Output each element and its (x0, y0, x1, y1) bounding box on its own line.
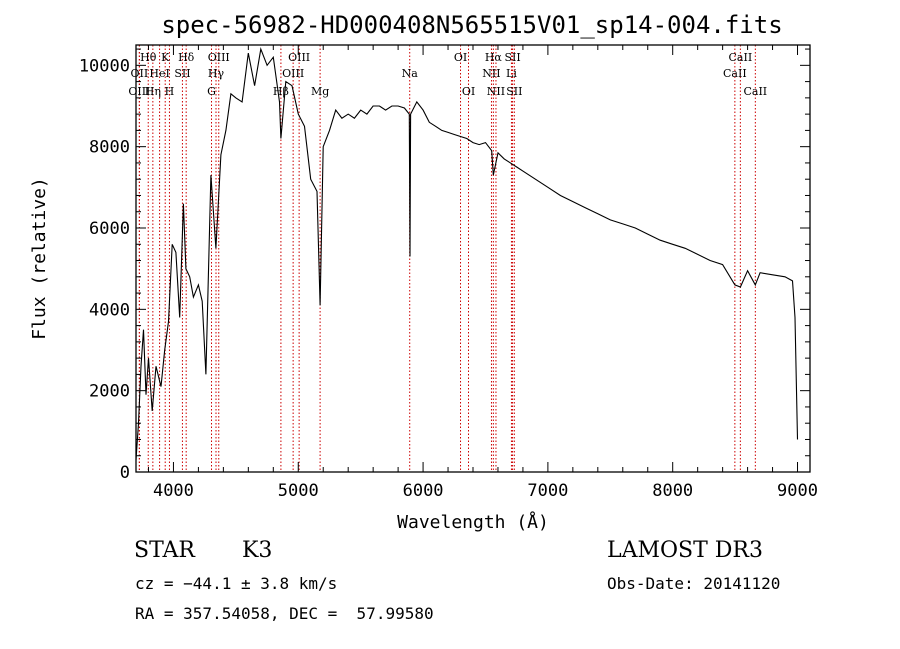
spectral-line-label: OIII (208, 51, 230, 64)
y-tick-label: 8000 (89, 138, 130, 158)
spectral-line-label: Hθ (140, 51, 157, 64)
spectral-line-label: Na (402, 67, 419, 80)
spectral-line-label: Mg (311, 85, 329, 98)
spectral-line-markers (138, 45, 756, 472)
object-class: STAR (134, 538, 195, 563)
spectral-line-label: K (161, 51, 170, 64)
y-tick-label: 6000 (89, 219, 130, 239)
spectral-line-label: NII (482, 67, 500, 80)
x-axis-label: Wavelength (Å) (397, 511, 549, 533)
x-tick-label: 5000 (278, 481, 319, 501)
observation-date: Obs-Date: 20141120 (607, 574, 781, 593)
spectrum-series-line (135, 47, 799, 460)
spectral-line-label: HeI (149, 67, 169, 80)
spectral-line-label: SII (174, 67, 190, 80)
spectral-line-label: Hδ (178, 51, 195, 64)
plot-frame (135, 44, 811, 473)
survey-name: LAMOST DR3 (607, 538, 763, 563)
y-tick-label: 0 (120, 463, 130, 483)
chart-title: spec-56982-HD000408N565515V01_sp14-004.f… (161, 11, 782, 39)
redshift-velocity: cz = −44.1 ± 3.8 km/s (135, 574, 338, 593)
spectral-line-label: Li (506, 67, 517, 80)
spectral-line-label: SII (504, 51, 520, 64)
spectral-line-label: OII (131, 67, 149, 80)
x-tick-label: 4000 (153, 481, 194, 501)
spectral-line-label: OIII (288, 51, 310, 64)
y-tick-label: 4000 (89, 300, 130, 320)
object-subclass: K3 (242, 538, 273, 563)
spectral-line-label: Hγ (208, 67, 225, 80)
x-tick-label: 9000 (777, 481, 818, 501)
y-tick-label: 2000 (89, 382, 130, 402)
spectral-line-label: Hη (145, 85, 161, 98)
spectral-line-label: H (165, 85, 175, 98)
y-axis-label: Flux (relative) (29, 177, 50, 340)
spectral-line-label: OIII (128, 85, 150, 98)
spectral-line-label: OI (462, 85, 475, 98)
spectral-line-label: CaII (723, 67, 747, 80)
spectral-line-label: NII (487, 85, 505, 98)
spectral-line-label: Hβ (273, 85, 289, 98)
spectral-line-label: OI (454, 51, 467, 64)
spectral-line-label: CaII (743, 85, 767, 98)
spectral-line-label: OIII (282, 67, 304, 80)
x-tick-label: 6000 (403, 481, 444, 501)
spectral-line-label: SII (506, 85, 522, 98)
coordinates: RA = 357.54058, DEC = 57.99580 (135, 604, 434, 623)
spectral-line-label: CaII (729, 51, 753, 64)
spectral-line-label: G (207, 85, 216, 98)
x-tick-label: 7000 (527, 481, 568, 501)
x-tick-label: 8000 (652, 481, 693, 501)
spectral-line-label: Hα (485, 51, 503, 64)
axis-ticks: 4000 5000 6000 7000 8000 9000 0 2000 4000 6000 800… (79, 45, 818, 501)
y-tick-label: 10000 (79, 56, 130, 76)
